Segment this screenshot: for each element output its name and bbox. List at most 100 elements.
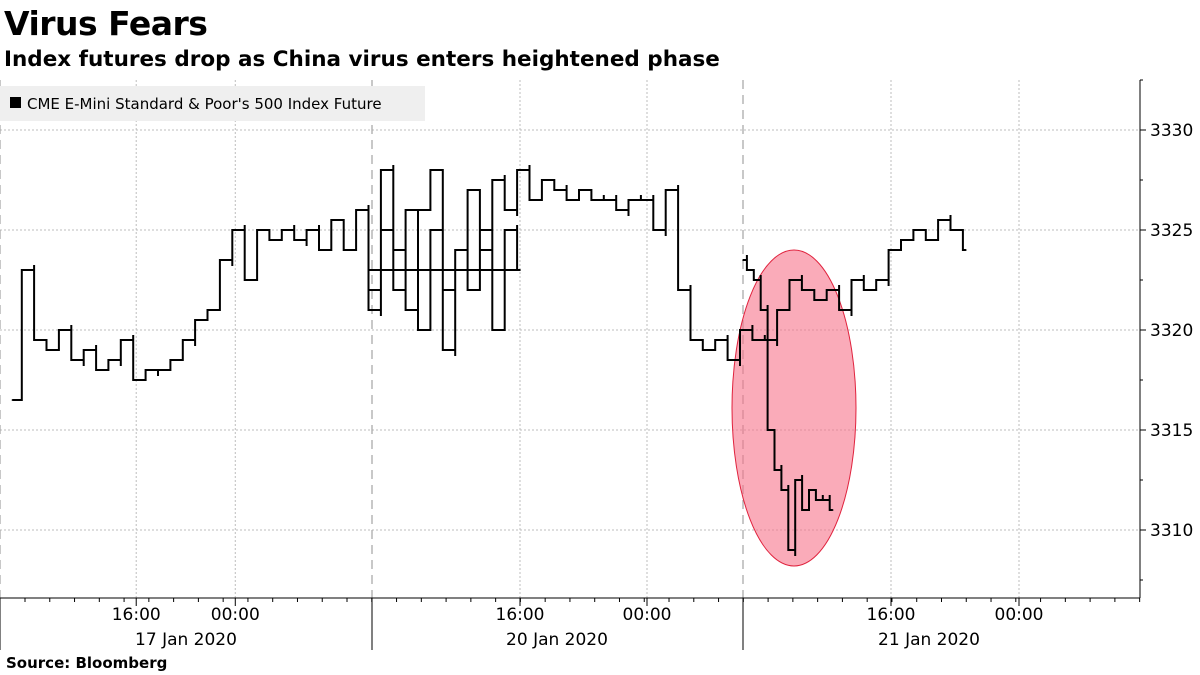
- data-point: [729, 359, 732, 361]
- y-tick-label: 3330: [1150, 121, 1193, 141]
- data-point: [776, 469, 779, 471]
- data-point: [754, 339, 757, 341]
- data-point: [85, 349, 88, 351]
- grid: [0, 80, 1140, 598]
- data-point: [11, 399, 14, 401]
- data-point: [593, 199, 596, 201]
- data-point: [197, 319, 199, 321]
- data-point: [952, 229, 955, 231]
- source-note: Source: Bloomberg: [6, 654, 168, 672]
- data-point: [506, 209, 509, 211]
- data-point: [779, 309, 781, 311]
- y-tick-label: 3315: [1150, 421, 1193, 441]
- data-point: [556, 189, 559, 191]
- data-point: [783, 489, 786, 491]
- data-point: [296, 239, 299, 241]
- data-point: [811, 489, 813, 491]
- x-group-label: 17 Jan 2020: [135, 630, 237, 650]
- data-point: [790, 549, 793, 551]
- data-point: [420, 209, 422, 211]
- legend-background: [0, 86, 425, 121]
- data-point: [643, 199, 645, 201]
- data-point: [395, 249, 398, 251]
- data-point: [605, 199, 608, 201]
- data-point: [717, 339, 720, 341]
- data-point: [742, 329, 744, 331]
- data-point: [965, 249, 967, 251]
- legend-swatch: [10, 97, 21, 108]
- data-point: [308, 229, 311, 231]
- data-point: [749, 269, 751, 271]
- data-point: [358, 209, 360, 211]
- data-point: [271, 239, 274, 241]
- data-point: [692, 339, 695, 341]
- data-point: [23, 269, 26, 271]
- data-point: [98, 369, 100, 371]
- data-point: [61, 329, 63, 331]
- data-point: [445, 289, 447, 291]
- data-point: [568, 199, 571, 201]
- data-point: [756, 279, 758, 281]
- data-point: [630, 199, 633, 201]
- data-point: [370, 289, 373, 291]
- data-point: [680, 289, 682, 291]
- x-tick-label: 00:00: [623, 605, 672, 625]
- data-point: [927, 239, 930, 241]
- data-point: [762, 309, 765, 311]
- data-point: [407, 309, 410, 311]
- data-point: [890, 249, 893, 251]
- data-point: [544, 179, 546, 181]
- data-point: [797, 479, 799, 481]
- x-tick-label: 16:00: [867, 605, 916, 625]
- data-point: [828, 289, 831, 291]
- data-point: [804, 289, 806, 291]
- data-point: [222, 259, 224, 261]
- x-tick-label: 16:00: [496, 605, 545, 625]
- data-point: [345, 249, 348, 251]
- x-group-label: 20 Jan 2020: [506, 630, 608, 650]
- data-point: [769, 429, 772, 431]
- data-point: [172, 359, 175, 361]
- data-point: [48, 349, 51, 351]
- data-point: [519, 269, 521, 271]
- data-point: [383, 169, 385, 171]
- data-point: [246, 279, 249, 281]
- data-point: [494, 179, 497, 181]
- data-point: [73, 359, 76, 361]
- data-point: [766, 339, 769, 341]
- chart-title: Virus Fears: [4, 4, 208, 43]
- series-line-session-2: [743, 255, 833, 556]
- data-point: [234, 229, 237, 231]
- y-tick-label: 3310: [1150, 521, 1193, 541]
- data-point: [445, 349, 447, 351]
- data-point: [940, 219, 942, 221]
- data-point: [147, 369, 150, 371]
- data-point: [284, 229, 286, 231]
- data-point: [123, 339, 125, 341]
- data-point: [333, 219, 336, 221]
- data-point: [655, 229, 658, 231]
- data-point: [482, 229, 484, 231]
- x-tick-label: 16:00: [112, 605, 161, 625]
- data-point: [618, 209, 620, 211]
- data-point: [841, 309, 843, 311]
- data-point: [494, 329, 497, 331]
- series-line-layer: [11, 165, 967, 556]
- data-point: [482, 249, 484, 251]
- data-point: [432, 169, 435, 171]
- data-point: [818, 499, 820, 501]
- data-point: [321, 249, 323, 251]
- data-point: [407, 209, 410, 211]
- axes: 3310 3315 3320 3325 3330 16:00 00:00 16:00 00:00…: [0, 79, 1193, 650]
- data-point: [36, 339, 38, 341]
- data-point: [506, 229, 509, 231]
- data-point: [878, 279, 881, 281]
- data-point: [420, 329, 422, 331]
- data-point: [825, 499, 827, 501]
- y-tick-label: 3320: [1150, 321, 1193, 341]
- data-point: [705, 349, 707, 351]
- data-point: [259, 229, 261, 231]
- data-point: [816, 299, 819, 301]
- data-point: [469, 289, 472, 291]
